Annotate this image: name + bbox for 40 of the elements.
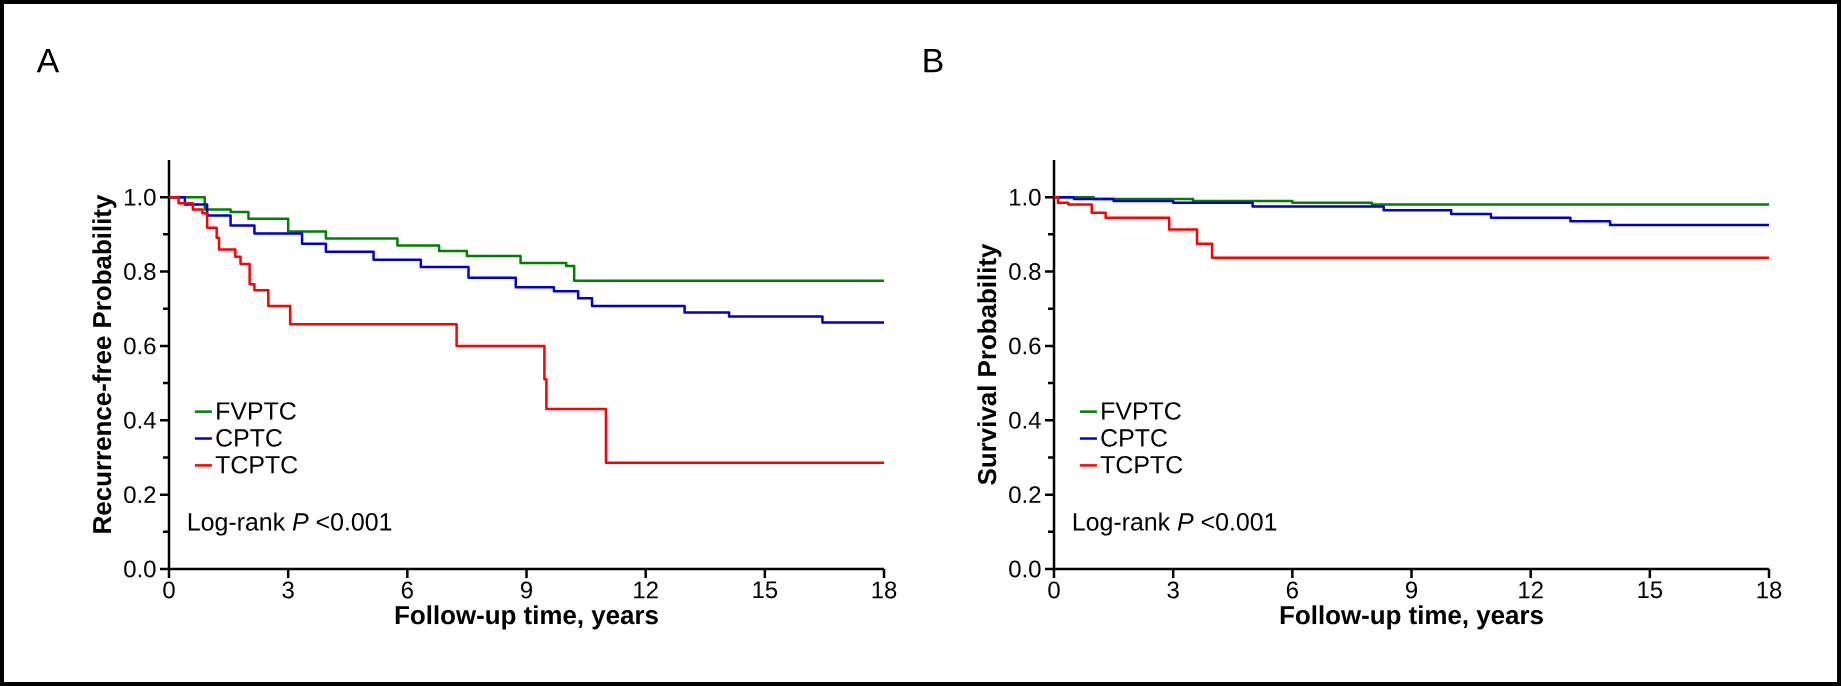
y-tick-label: 1.0	[1010, 188, 1041, 206]
chart-title: B	[924, 48, 943, 73]
y-axis-title: Recurrence-free Probability	[92, 194, 117, 533]
x-tick-label: 0	[163, 581, 175, 599]
y-tick-label: 0.0	[1009, 560, 1041, 578]
x-tick-label: 3	[282, 581, 294, 599]
y-tick-label: 0.2	[1009, 486, 1041, 504]
x-tick-label: 9	[520, 581, 533, 599]
y-tick-label: 1.0	[125, 188, 156, 206]
y-axis-title: Survival Probability	[977, 243, 1002, 485]
x-axis-title: Follow-up time, years	[395, 605, 658, 630]
y-tick-label: 0.8	[1009, 263, 1041, 281]
legend-label: CPTC	[216, 429, 282, 447]
y-tick-label: 0.6	[124, 337, 156, 355]
x-tick-label: 0	[1048, 581, 1060, 599]
x-tick-label: 3	[1167, 581, 1179, 599]
legend-label: CPTC	[1101, 429, 1167, 447]
y-tick-label: 0.2	[124, 486, 156, 504]
x-tick-label: 15	[753, 581, 778, 599]
x-tick-label: 12	[1519, 581, 1543, 599]
x-tick-label: 6	[1286, 581, 1298, 599]
y-tick-label: 0.0	[124, 560, 156, 578]
annotation: Log-rank P <0.001	[1073, 512, 1277, 536]
legend-label: FVPTC	[217, 402, 296, 420]
x-tick-label: 6	[401, 581, 413, 599]
legend-label: TCPTC	[215, 455, 298, 474]
x-tick-label: 12	[634, 581, 658, 599]
y-tick-label: 0.4	[1009, 411, 1041, 429]
y-tick-label: 0.8	[124, 263, 156, 281]
x-tick-label: 18	[1757, 581, 1782, 599]
x-tick-label: 15	[1638, 581, 1663, 599]
x-tick-label: 9	[1405, 581, 1418, 599]
x-axis-title: Follow-up time, years	[1280, 605, 1543, 630]
y-tick-label: 0.4	[124, 411, 156, 429]
legend-label: TCPTC	[1100, 455, 1183, 474]
y-tick-label: 0.6	[1009, 337, 1041, 355]
chart-title: A	[36, 48, 60, 73]
x-tick-label: 18	[872, 581, 897, 599]
annotation: Log-rank P <0.001	[188, 512, 392, 536]
legend-label: FVPTC	[1102, 402, 1181, 420]
